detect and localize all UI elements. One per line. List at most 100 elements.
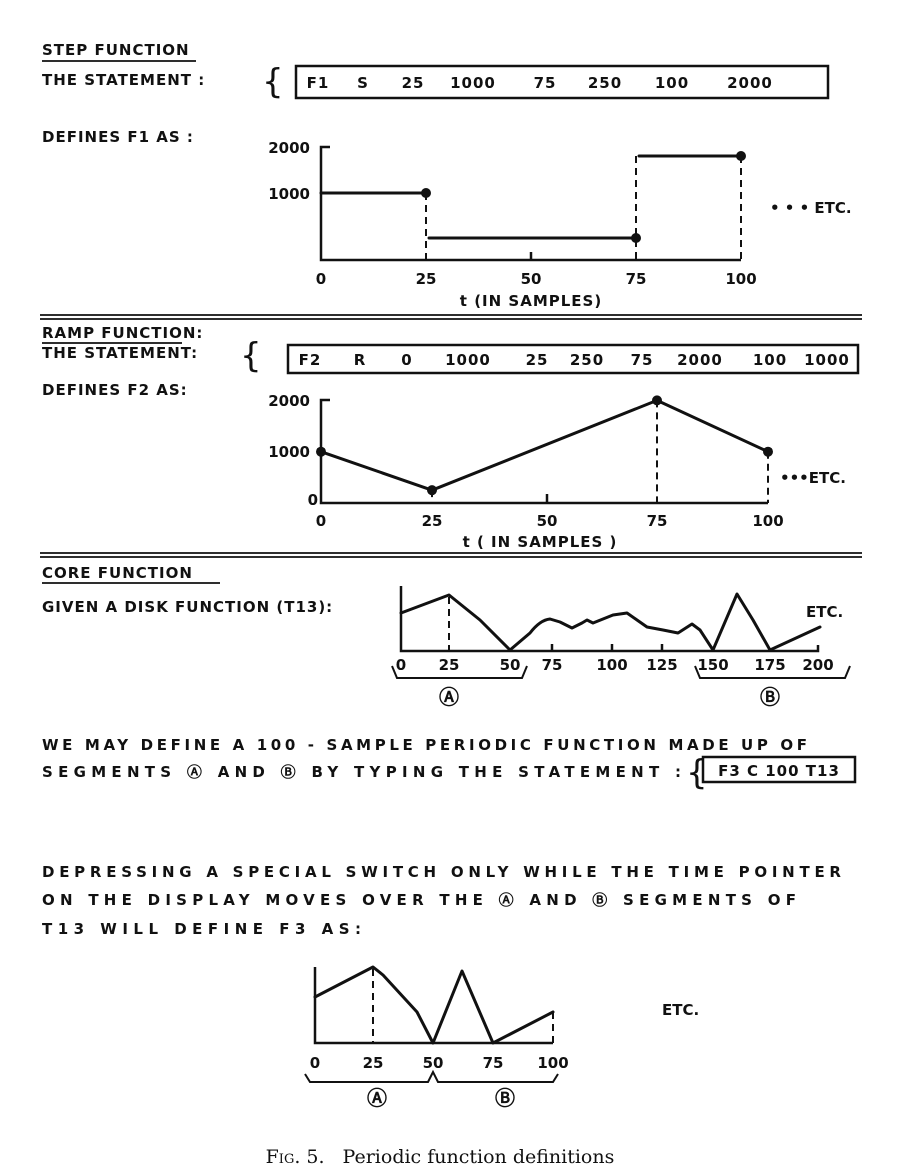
statement-token: 100 — [655, 74, 689, 92]
core-para1-line1: WE MAY DEFINE A 100 - SAMPLE PERIODIC FU… — [42, 736, 808, 754]
y-tick-label: 1000 — [268, 443, 310, 461]
statement-token: 25 — [526, 351, 549, 369]
y-tick-label: 2000 — [268, 139, 310, 157]
x-tick-label: 50 — [500, 656, 521, 674]
etc-label: ETC. — [806, 603, 843, 621]
axes — [313, 967, 553, 1045]
step-point — [631, 233, 641, 243]
x-axis-label: t ( IN SAMPLES ) — [463, 533, 618, 551]
x-tick-label: 175 — [754, 656, 785, 674]
step-statement-tokens: F1 S 25 1000 75 250 100 2000 — [307, 74, 773, 92]
axes — [319, 398, 768, 505]
x-tick-label: 100 — [537, 1054, 568, 1072]
core-para1-line2: SEGMENTS Ⓐ AND Ⓑ BY TYPING THE STATEMENT… — [42, 763, 682, 781]
core-function-section: CORE FUNCTION GIVEN A DISK FUNCTION (T13… — [42, 564, 857, 1110]
ramp-statement-box — [286, 343, 860, 375]
disk-function-chart: 0 25 50 75 100 125 150 175 200 ETC. Ⓐ Ⓑ — [391, 586, 851, 709]
ramp-point — [316, 446, 326, 457]
statement-token: 2000 — [727, 74, 773, 92]
statement-token: 75 — [534, 74, 557, 92]
x-tick-label: 200 — [802, 656, 833, 674]
step-statement-box — [294, 64, 830, 100]
f3-result-chart: 0 25 50 75 100 ETC. Ⓐ Ⓑ — [304, 965, 699, 1110]
x-tick-label: 25 — [422, 512, 443, 530]
core-brace: { — [686, 753, 708, 793]
x-tick-label: 75 — [647, 512, 668, 530]
statement-token: 1000 — [804, 351, 850, 369]
segment-a-label: Ⓐ — [439, 685, 459, 709]
statement-token: 25 — [402, 74, 425, 92]
segment-b-label: Ⓑ — [495, 1086, 515, 1110]
segment-b-brace — [694, 665, 851, 679]
core-given-label: GIVEN A DISK FUNCTION (T13): — [42, 598, 333, 616]
statement-token: F2 — [299, 351, 322, 369]
x-tick-label: 25 — [363, 1054, 384, 1072]
ramp-heading: RAMP FUNCTION: — [42, 324, 203, 342]
step-statement-label: THE STATEMENT : — [42, 71, 205, 89]
x-axis-label: t (IN SAMPLES) — [460, 292, 602, 310]
statement-token: 250 — [570, 351, 604, 369]
segment-a-label: Ⓐ — [367, 1086, 387, 1110]
statement-token: 2000 — [677, 351, 723, 369]
x-tick-label: 75 — [626, 270, 647, 288]
core-para2-line1: DEPRESSING A SPECIAL SWITCH ONLY WHILE T… — [42, 863, 842, 881]
etc-label: ETC. — [662, 1001, 699, 1019]
step-defines-label: DEFINES F1 AS : — [42, 128, 194, 146]
axes — [399, 586, 820, 653]
segment-a-brace — [391, 665, 528, 679]
statement-token: 0 — [401, 351, 412, 369]
statement-token: 1000 — [450, 74, 496, 92]
x-tick-label: 150 — [697, 656, 728, 674]
caption-text: Periodic function definitions — [343, 1146, 615, 1168]
x-tick-label: 100 — [752, 512, 783, 530]
f3-curve — [313, 965, 555, 1045]
x-tick-label: 25 — [416, 270, 437, 288]
statement-token: 1000 — [445, 351, 491, 369]
ramp-statement-tokens: F2 R 0 1000 25 250 75 2000 100 1000 — [299, 351, 850, 369]
x-tick-label: 0 — [316, 512, 326, 530]
x-tick-label: 50 — [423, 1054, 444, 1072]
segments-brace — [304, 1069, 559, 1083]
statement-token: 100 — [753, 351, 787, 369]
ramp-function-section: RAMP FUNCTION: THE STATEMENT: { F2 R 0 1000… — [42, 324, 860, 551]
statement-token: 250 — [588, 74, 622, 92]
statement-token: 75 — [631, 351, 654, 369]
step-function-section: STEP FUNCTION THE STATEMENT : { F1 S 25 100… — [42, 41, 852, 310]
x-tick-label: 0 — [396, 656, 406, 674]
x-tick-label: 0 — [310, 1054, 320, 1072]
ramp-defines-label: DEFINES F2 AS: — [42, 381, 188, 399]
x-tick-label: 100 — [725, 270, 756, 288]
step-chart: 2000 1000 0 25 50 75 100 t (IN SAMPLES) • • • ET… — [268, 139, 851, 310]
x-tick-label: 75 — [542, 656, 563, 674]
x-tick-label: 75 — [483, 1054, 504, 1072]
etc-label: •••ETC. — [780, 469, 846, 487]
core-heading: CORE FUNCTION — [42, 564, 193, 582]
x-tick-label: 0 — [316, 270, 326, 288]
figure-caption: Fig. 5. Periodic function definitions — [266, 1146, 615, 1168]
ramp-line — [319, 398, 770, 492]
x-tick-label: 50 — [521, 270, 542, 288]
statement-token: F1 — [307, 74, 330, 92]
x-tick-label: 25 — [439, 656, 460, 674]
etc-label: • • • ETC. — [770, 199, 852, 217]
y-tick-label: 1000 — [268, 185, 310, 203]
y-tick-label: 0 — [308, 491, 318, 509]
disk-function-curve — [399, 592, 822, 652]
core-para2-line3: T13 WILL DEFINE F3 AS: — [42, 920, 362, 938]
x-tick-label: 100 — [596, 656, 627, 674]
ramp-chart: 2000 1000 0 0 25 50 75 100 t ( IN SAMPLES ) •••ET… — [268, 392, 846, 551]
ramp-brace: { — [240, 336, 262, 376]
segment-b-label: Ⓑ — [760, 685, 780, 709]
x-tick-label: 125 — [646, 656, 677, 674]
y-tick-label: 2000 — [268, 392, 310, 410]
core-statement-box — [701, 755, 857, 784]
step-brace: { — [262, 62, 284, 102]
core-para2-line2: ON THE DISPLAY MOVES OVER THE Ⓐ AND Ⓑ SE… — [42, 891, 797, 909]
axes — [319, 145, 741, 262]
statement-token: R — [354, 351, 367, 369]
core-statement: F3 C 100 T13 — [718, 762, 840, 780]
caption-fig-number: Fig. 5. — [266, 1146, 325, 1168]
statement-token: S — [357, 74, 369, 92]
ramp-statement-label: THE STATEMENT: — [42, 344, 198, 362]
